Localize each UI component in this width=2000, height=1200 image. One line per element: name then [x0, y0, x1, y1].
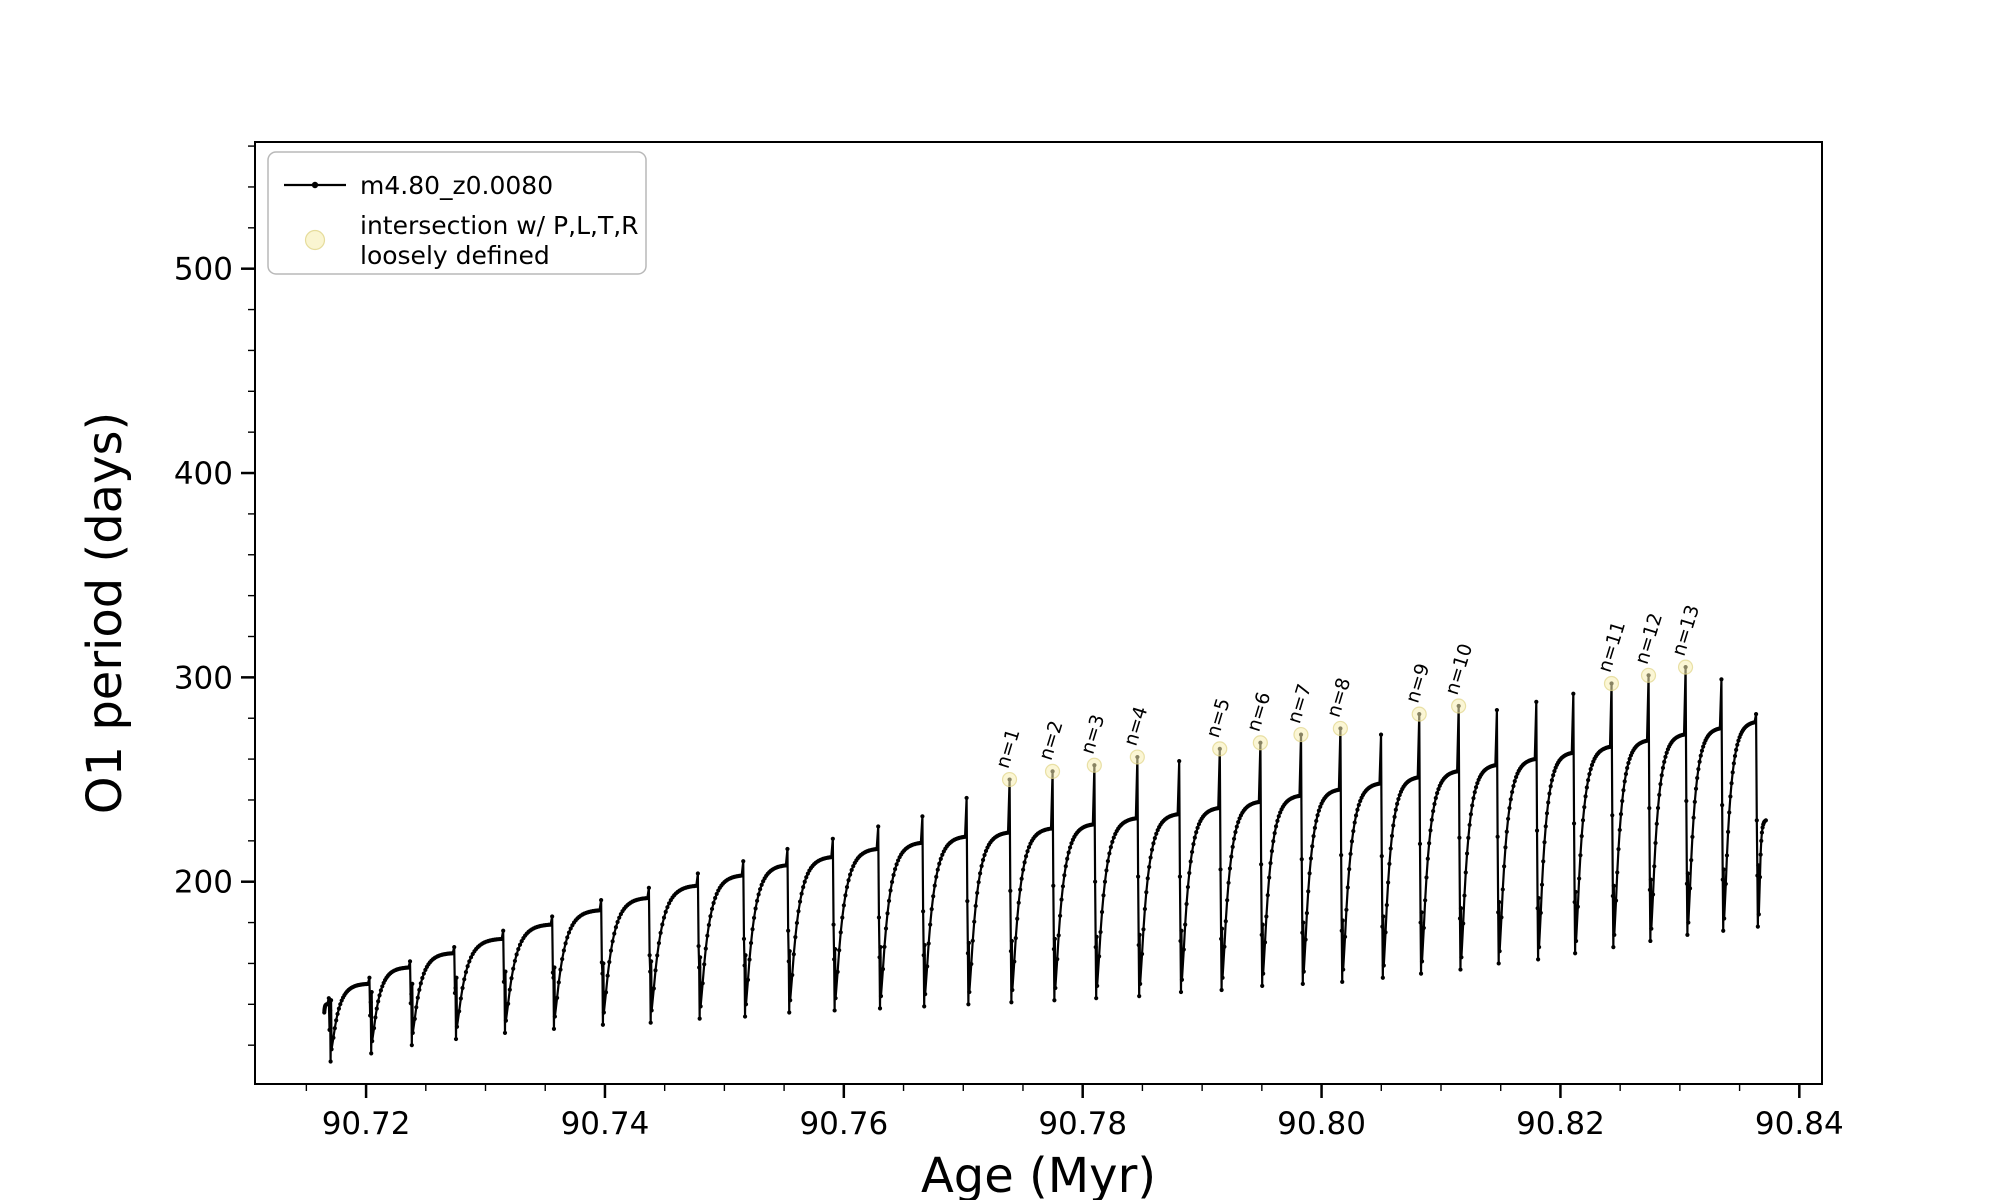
intersection-marker	[1603, 675, 1620, 692]
legend-box	[267, 151, 647, 275]
curve-marker-dots	[322, 665, 1768, 1064]
annotation-n-4: n=4	[1120, 704, 1153, 749]
legend-intersection-marker	[304, 229, 326, 251]
annotation-n-11: n=11	[1594, 619, 1630, 675]
y-axis-label: O1 period (days)	[77, 411, 133, 815]
annotation-n-9: n=9	[1401, 661, 1434, 706]
annotation-n-5: n=5	[1202, 696, 1235, 741]
y-tick-label: 500	[174, 252, 233, 288]
intersection-marker	[1086, 757, 1102, 773]
intersection-marker	[1044, 763, 1061, 779]
legend-label-intersection-line2: loosely defined	[360, 241, 550, 270]
annotation-n-12: n=12	[1631, 610, 1667, 666]
intersection-marker	[1677, 659, 1694, 675]
x-tick-label: 90.84	[1755, 1106, 1844, 1142]
legend-line-marker-dot	[311, 181, 319, 189]
x-tick-label: 90.78	[1038, 1106, 1127, 1142]
intersection-marker	[1001, 771, 1018, 788]
y-tick-label: 300	[174, 660, 233, 696]
legend-label-series: m4.80_z0.0080	[360, 171, 553, 200]
x-tick-label: 90.80	[1277, 1106, 1366, 1142]
intersection-marker	[1451, 698, 1467, 714]
annotation-n-7: n=7	[1283, 681, 1316, 726]
x-tick-label: 90.76	[799, 1106, 888, 1142]
annotation-n-1: n=1	[992, 726, 1025, 771]
annotation-n-3: n=3	[1077, 712, 1110, 757]
legend-label-intersection-line1: intersection w/ P,L,T,R	[360, 211, 639, 240]
x-tick-label: 90.74	[561, 1106, 650, 1142]
annotation-n-10: n=10	[1441, 641, 1477, 697]
annotation-n-13: n=13	[1668, 602, 1704, 658]
annotation-n-8: n=8	[1323, 675, 1356, 720]
x-tick-label: 90.72	[322, 1106, 411, 1142]
x-tick-label: 90.82	[1516, 1106, 1605, 1142]
plot-spines	[254, 141, 1823, 1085]
x-axis-label: Age (Myr)	[920, 1148, 1157, 1200]
intersection-marker	[1640, 667, 1657, 683]
annotation-n-2: n=2	[1035, 718, 1068, 763]
intersection-marker	[1293, 726, 1309, 743]
y-tick-label: 200	[174, 865, 233, 901]
intersection-marker	[1252, 735, 1268, 751]
intersection-marker	[1411, 706, 1427, 722]
annotation-n-6: n=6	[1243, 689, 1276, 734]
intersection-marker	[1212, 741, 1228, 757]
y-tick-label: 400	[174, 456, 233, 492]
intersection-marker	[1332, 720, 1348, 737]
intersection-marker	[1129, 749, 1145, 765]
